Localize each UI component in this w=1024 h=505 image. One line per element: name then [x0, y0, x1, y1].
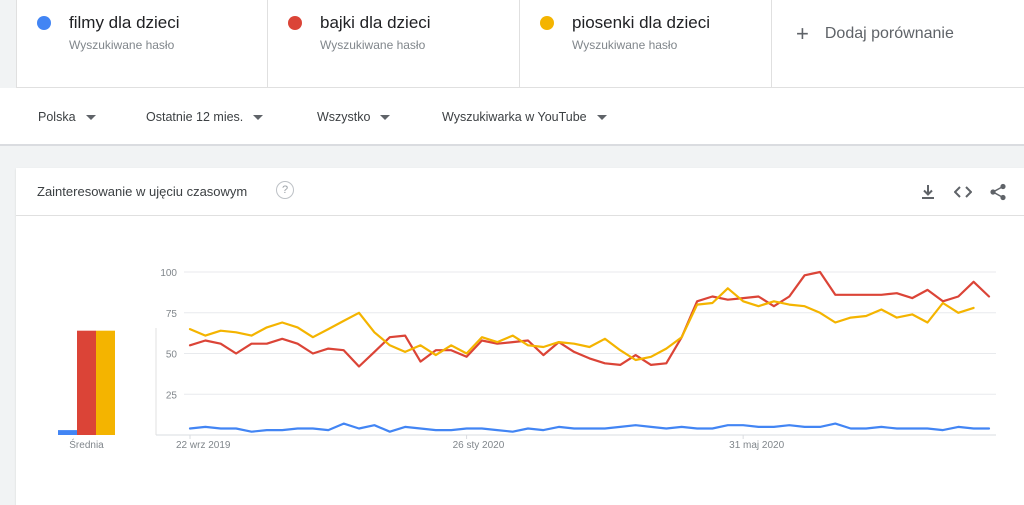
- interest-chart: 25 50 75 100 22 wrz 2019 26 sty 2020 31 maj 20…: [58, 268, 996, 451]
- y-tick-label: 50: [166, 350, 178, 361]
- series-color-dot-yellow: [540, 16, 554, 30]
- series-color-dot-red: [288, 16, 302, 30]
- period-value: Ostatnie 12 mies.: [146, 110, 244, 124]
- search-type-value: Wyszukiwarka w YouTube: [442, 110, 587, 124]
- series-line-3: [188, 287, 975, 362]
- term-type: Wyszukiwane hasło: [572, 38, 678, 52]
- share-icon[interactable]: [988, 182, 1008, 202]
- x-tick-label: 31 maj 2020: [729, 440, 784, 451]
- term-type: Wyszukiwane hasło: [320, 38, 426, 52]
- term-card-piosenki[interactable]: piosenki dla dzieci Wyszukiwane hasło: [520, 0, 772, 88]
- card-header: Zainteresowanie w ujęciu czasowym ?: [16, 168, 1024, 216]
- term-card-filmy[interactable]: filmy dla dzieci Wyszukiwane hasło: [16, 0, 268, 88]
- embed-code-icon[interactable]: [953, 182, 973, 202]
- region-value: Polska: [38, 110, 76, 124]
- add-comparison-label: Dodaj porównanie: [824, 25, 954, 42]
- plus-icon: +: [796, 21, 809, 46]
- search-type-dropdown[interactable]: Wyszukiwarka w YouTube: [442, 110, 607, 124]
- help-icon[interactable]: ?: [276, 181, 294, 199]
- average-label: Średnia: [69, 438, 104, 451]
- term-name: filmy dla dzieci: [69, 13, 180, 32]
- term-card-bajki[interactable]: bajki dla dzieci Wyszukiwane hasło: [268, 0, 520, 88]
- category-value: Wszystko: [317, 110, 371, 124]
- term-type: Wyszukiwane hasło: [69, 38, 175, 52]
- y-tick-label: 25: [166, 390, 178, 401]
- y-tick-label: 75: [166, 309, 178, 320]
- category-dropdown[interactable]: Wszystko: [317, 110, 391, 124]
- interest-over-time-card: Zainteresowanie w ujęciu czasowym ? 25 50…: [16, 168, 1024, 505]
- caret-down-icon: [380, 114, 391, 120]
- caret-down-icon: [253, 114, 264, 120]
- average-bar-2: [77, 330, 96, 435]
- series-color-dot-blue: [37, 16, 51, 30]
- search-terms-bar: filmy dla dzieci Wyszukiwane hasło bajki…: [16, 0, 1024, 88]
- average-bar-1: [58, 430, 77, 435]
- card-title: Zainteresowanie w ujęciu czasowym: [37, 184, 248, 199]
- average-bar-3: [96, 330, 115, 435]
- caret-down-icon: [85, 114, 96, 120]
- x-tick-label: 22 wrz 2019: [176, 440, 231, 451]
- region-dropdown[interactable]: Polska: [38, 110, 96, 124]
- add-comparison-button[interactable]: + Dodaj porównanie: [772, 0, 1024, 88]
- term-name: bajki dla dzieci: [320, 13, 431, 32]
- download-icon[interactable]: [918, 182, 938, 202]
- y-tick-label: 100: [160, 268, 177, 279]
- series-line-2: [188, 270, 991, 368]
- caret-down-icon: [596, 114, 607, 120]
- filters-bar: Polska Ostatnie 12 mies. Wszystko Wyszuk…: [0, 88, 1024, 146]
- x-tick-label: 26 sty 2020: [453, 440, 505, 451]
- term-name: piosenki dla dzieci: [572, 13, 710, 32]
- series-line-1: [188, 422, 991, 433]
- period-dropdown[interactable]: Ostatnie 12 mies.: [146, 110, 264, 124]
